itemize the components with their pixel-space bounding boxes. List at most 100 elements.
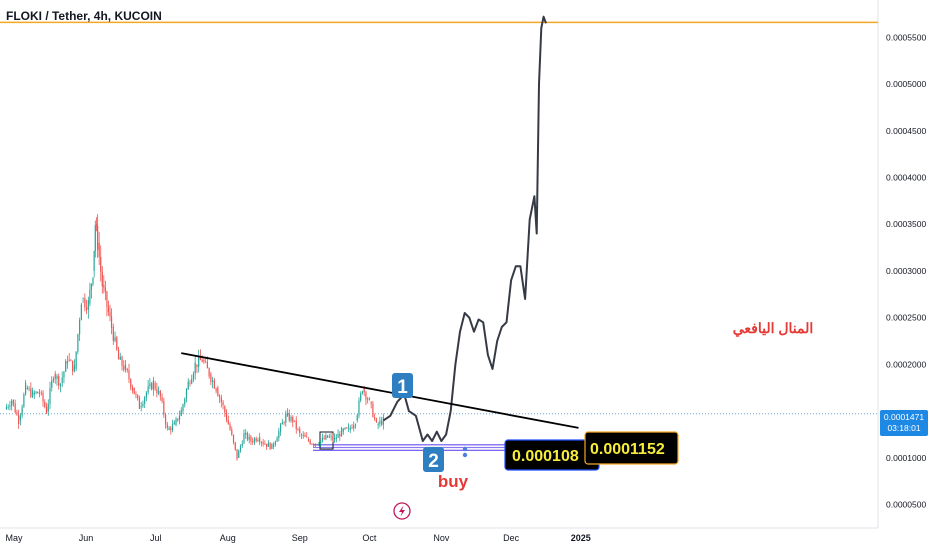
candle [159, 389, 161, 401]
support-band-handle[interactable] [462, 452, 468, 458]
price-axis-ticks: 0.0005500 0.0005000 0.0004500 0.0004000 0.00… [886, 32, 926, 509]
candle [65, 359, 67, 372]
candle [82, 297, 84, 304]
candle [59, 383, 62, 393]
candle [119, 352, 121, 360]
candle [293, 420, 296, 423]
candle [243, 429, 245, 444]
price-tick-label: 0.0002000 [886, 359, 926, 369]
candle [353, 421, 355, 432]
candle [140, 402, 142, 412]
candle [333, 433, 336, 443]
candle [131, 384, 134, 394]
candle [189, 379, 191, 387]
time-tick-label: 2025 [571, 533, 591, 543]
candle [7, 404, 9, 410]
time-tick-label: Jul [150, 533, 162, 543]
candle [266, 443, 268, 450]
candle [97, 214, 99, 258]
candle [103, 275, 105, 294]
candle [272, 442, 275, 450]
support-band-handle[interactable] [462, 446, 468, 452]
lightning-icon[interactable] [393, 502, 411, 520]
candle [250, 434, 252, 446]
time-axis[interactable]: May Jun Jul Aug Sep Oct Nov Dec 2025 [0, 527, 878, 543]
candle [26, 385, 28, 390]
candle [347, 423, 350, 433]
candle [227, 415, 229, 425]
candle [14, 399, 16, 414]
candle [31, 387, 34, 399]
candle [231, 426, 233, 436]
current-price-badge[interactable]: 0.0001471 03:18:01 [880, 410, 928, 436]
candle [182, 403, 184, 414]
candle [164, 412, 167, 429]
candle [72, 360, 74, 376]
candle [137, 394, 139, 401]
candle [52, 376, 55, 384]
candle [44, 399, 46, 409]
marker-1[interactable]: 1 [392, 373, 413, 398]
candle [381, 416, 383, 427]
candle [89, 282, 91, 307]
candle [318, 441, 320, 446]
candle [257, 437, 259, 443]
support-zone[interactable] [313, 444, 508, 458]
candle [87, 296, 89, 319]
marker-1-label: 1 [397, 377, 408, 398]
time-tick-label: Dec [503, 533, 520, 543]
candle [278, 427, 280, 442]
candle [255, 436, 257, 443]
price-tick-label: 0.0003000 [886, 266, 926, 276]
buy-label[interactable]: buy [438, 472, 469, 491]
price-label-1[interactable]: 0.000108 [504, 439, 600, 471]
candle [37, 391, 39, 394]
candle [349, 425, 351, 434]
candle [232, 434, 235, 445]
candle [33, 390, 35, 400]
time-tick-label: Sep [292, 533, 308, 543]
candle [23, 392, 25, 408]
candle [212, 376, 214, 389]
candle [106, 290, 108, 317]
candle [286, 408, 289, 418]
candle [93, 250, 95, 278]
resistance-lines[interactable] [0, 0, 878, 24]
candle [133, 387, 135, 395]
candle [149, 377, 151, 390]
trendline[interactable] [181, 352, 579, 429]
candle [283, 420, 285, 426]
candle [311, 443, 313, 445]
candle [5, 403, 8, 410]
candle [217, 385, 219, 397]
candle [110, 308, 113, 335]
candle [316, 443, 318, 446]
price-label-2[interactable]: 0.0001152 [584, 431, 679, 465]
candle [124, 360, 127, 373]
marker-2[interactable]: 2 [423, 447, 444, 472]
price-tick-label: 0.0002500 [886, 313, 926, 323]
candle [295, 416, 297, 434]
candle [325, 432, 327, 441]
candle [84, 293, 86, 312]
candle [170, 425, 172, 435]
candle [80, 302, 82, 321]
projection-line[interactable] [382, 15, 547, 442]
candle [379, 416, 381, 428]
candle [194, 355, 196, 380]
candle [367, 396, 369, 404]
price-tick-label: 0.0005500 [886, 32, 926, 42]
candle [309, 438, 311, 445]
candle [100, 245, 102, 282]
candle [238, 449, 240, 458]
price-label-2-box [584, 431, 679, 465]
candle [375, 417, 377, 423]
candle [45, 402, 48, 415]
candle [335, 434, 337, 443]
candle [323, 434, 325, 440]
candle [365, 390, 367, 406]
price-axis[interactable]: 0.0005500 0.0005000 0.0004500 0.0004000 0.00… [877, 0, 926, 528]
candle [360, 391, 362, 403]
candle [213, 377, 215, 389]
